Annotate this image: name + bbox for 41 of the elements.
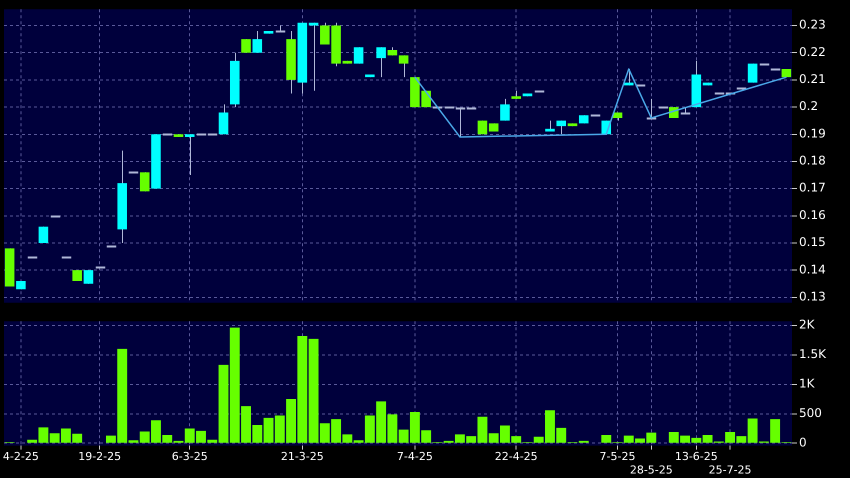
y-tick-label: 0 [799,435,807,450]
x-tick-label: 28-5-25 [630,463,673,476]
x-tick-label: 21-3-25 [280,450,324,464]
x-tick-label: 7-5-25 [600,450,636,464]
candlestick [624,68,634,86]
x-tick-label: 22-4-25 [494,450,538,464]
candlestick [748,63,758,84]
x-tick-label: 6-3-25 [172,450,208,464]
candlestick [252,30,262,54]
y-tick-label: 0.14 [799,262,826,276]
y-tick-label: 0.18 [799,154,826,168]
y-tick-label: 0.2 [799,99,818,114]
y-tick-label: 1K [799,376,816,390]
y-tick-label: 0.15 [799,235,826,250]
x-tick-label: 25-7-25 [708,463,752,476]
candlestick [500,98,510,122]
x-tick-label: 19-2-25 [78,450,122,464]
y-tick-label: 1.5K [799,346,828,361]
y-tick-label: 0.16 [799,208,826,222]
y-tick-label: 0.21 [799,72,826,86]
candlestick [320,22,330,46]
y-tick-label: 0.13 [799,289,826,304]
y-tick-label: 0.22 [799,44,826,59]
x-tick-label: 7-4-25 [396,450,433,464]
candlestick [38,226,48,244]
candlestick [184,134,195,176]
y-tick-label: 0.23 [799,18,826,32]
candlestick [140,172,150,192]
candlestick [556,120,566,135]
y-tick-label: 500 [799,406,822,420]
x-tick-label: 13-6-25 [674,450,718,464]
candlestick [308,22,318,92]
y-tick-label: 0.19 [799,126,826,140]
x-tick-label: 4-2-25 [2,450,39,464]
y-tick-label: 0.17 [799,180,826,195]
candlestick [478,120,488,135]
candlestick [376,46,386,78]
candlestick [241,38,251,54]
candlestick [398,54,408,78]
y-tick-label: 2K [799,317,816,332]
candlestick [84,270,94,284]
